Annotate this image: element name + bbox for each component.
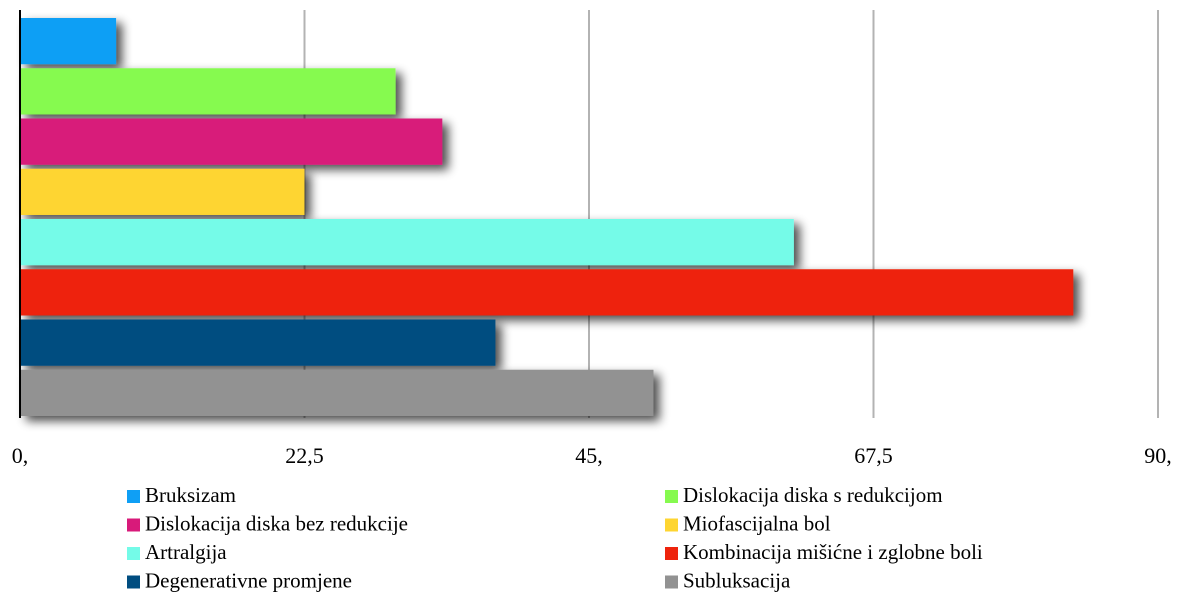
- bar: [20, 319, 496, 366]
- legend-label: Degenerativne promjene: [145, 568, 352, 592]
- legend-swatch: [127, 575, 140, 589]
- bar: [20, 219, 794, 266]
- bar: [20, 168, 305, 215]
- legend-label: Bruksizam: [145, 483, 236, 507]
- legend-label: Dislokacija diska bez redukcije: [145, 511, 408, 535]
- x-tick-label: 90,: [1144, 443, 1172, 468]
- bar: [20, 369, 654, 416]
- legend-label: Dislokacija diska s redukcijom: [683, 483, 943, 507]
- legend-swatch: [665, 518, 678, 532]
- legend-swatch: [127, 518, 140, 532]
- legend-label: Miofascijalna bol: [683, 511, 831, 535]
- bar: [20, 68, 396, 115]
- legend-swatch: [127, 490, 140, 503]
- legend-swatch: [127, 547, 140, 560]
- legend-label: Artralgija: [145, 540, 227, 564]
- bar: [20, 18, 117, 65]
- legend-swatch: [665, 575, 678, 589]
- legend-label: Subluksacija: [683, 568, 791, 592]
- legend-swatch: [665, 490, 678, 503]
- x-tick-label: 45,: [575, 443, 603, 468]
- x-tick-label: 22,5: [285, 443, 324, 468]
- bar: [20, 118, 443, 165]
- x-tick-label: 0,: [12, 443, 29, 468]
- legend-label: Kombinacija mišićne i zglobne boli: [683, 540, 983, 564]
- bar: [20, 269, 1074, 316]
- legend-swatch: [665, 547, 678, 560]
- x-tick-label: 67,5: [854, 443, 893, 468]
